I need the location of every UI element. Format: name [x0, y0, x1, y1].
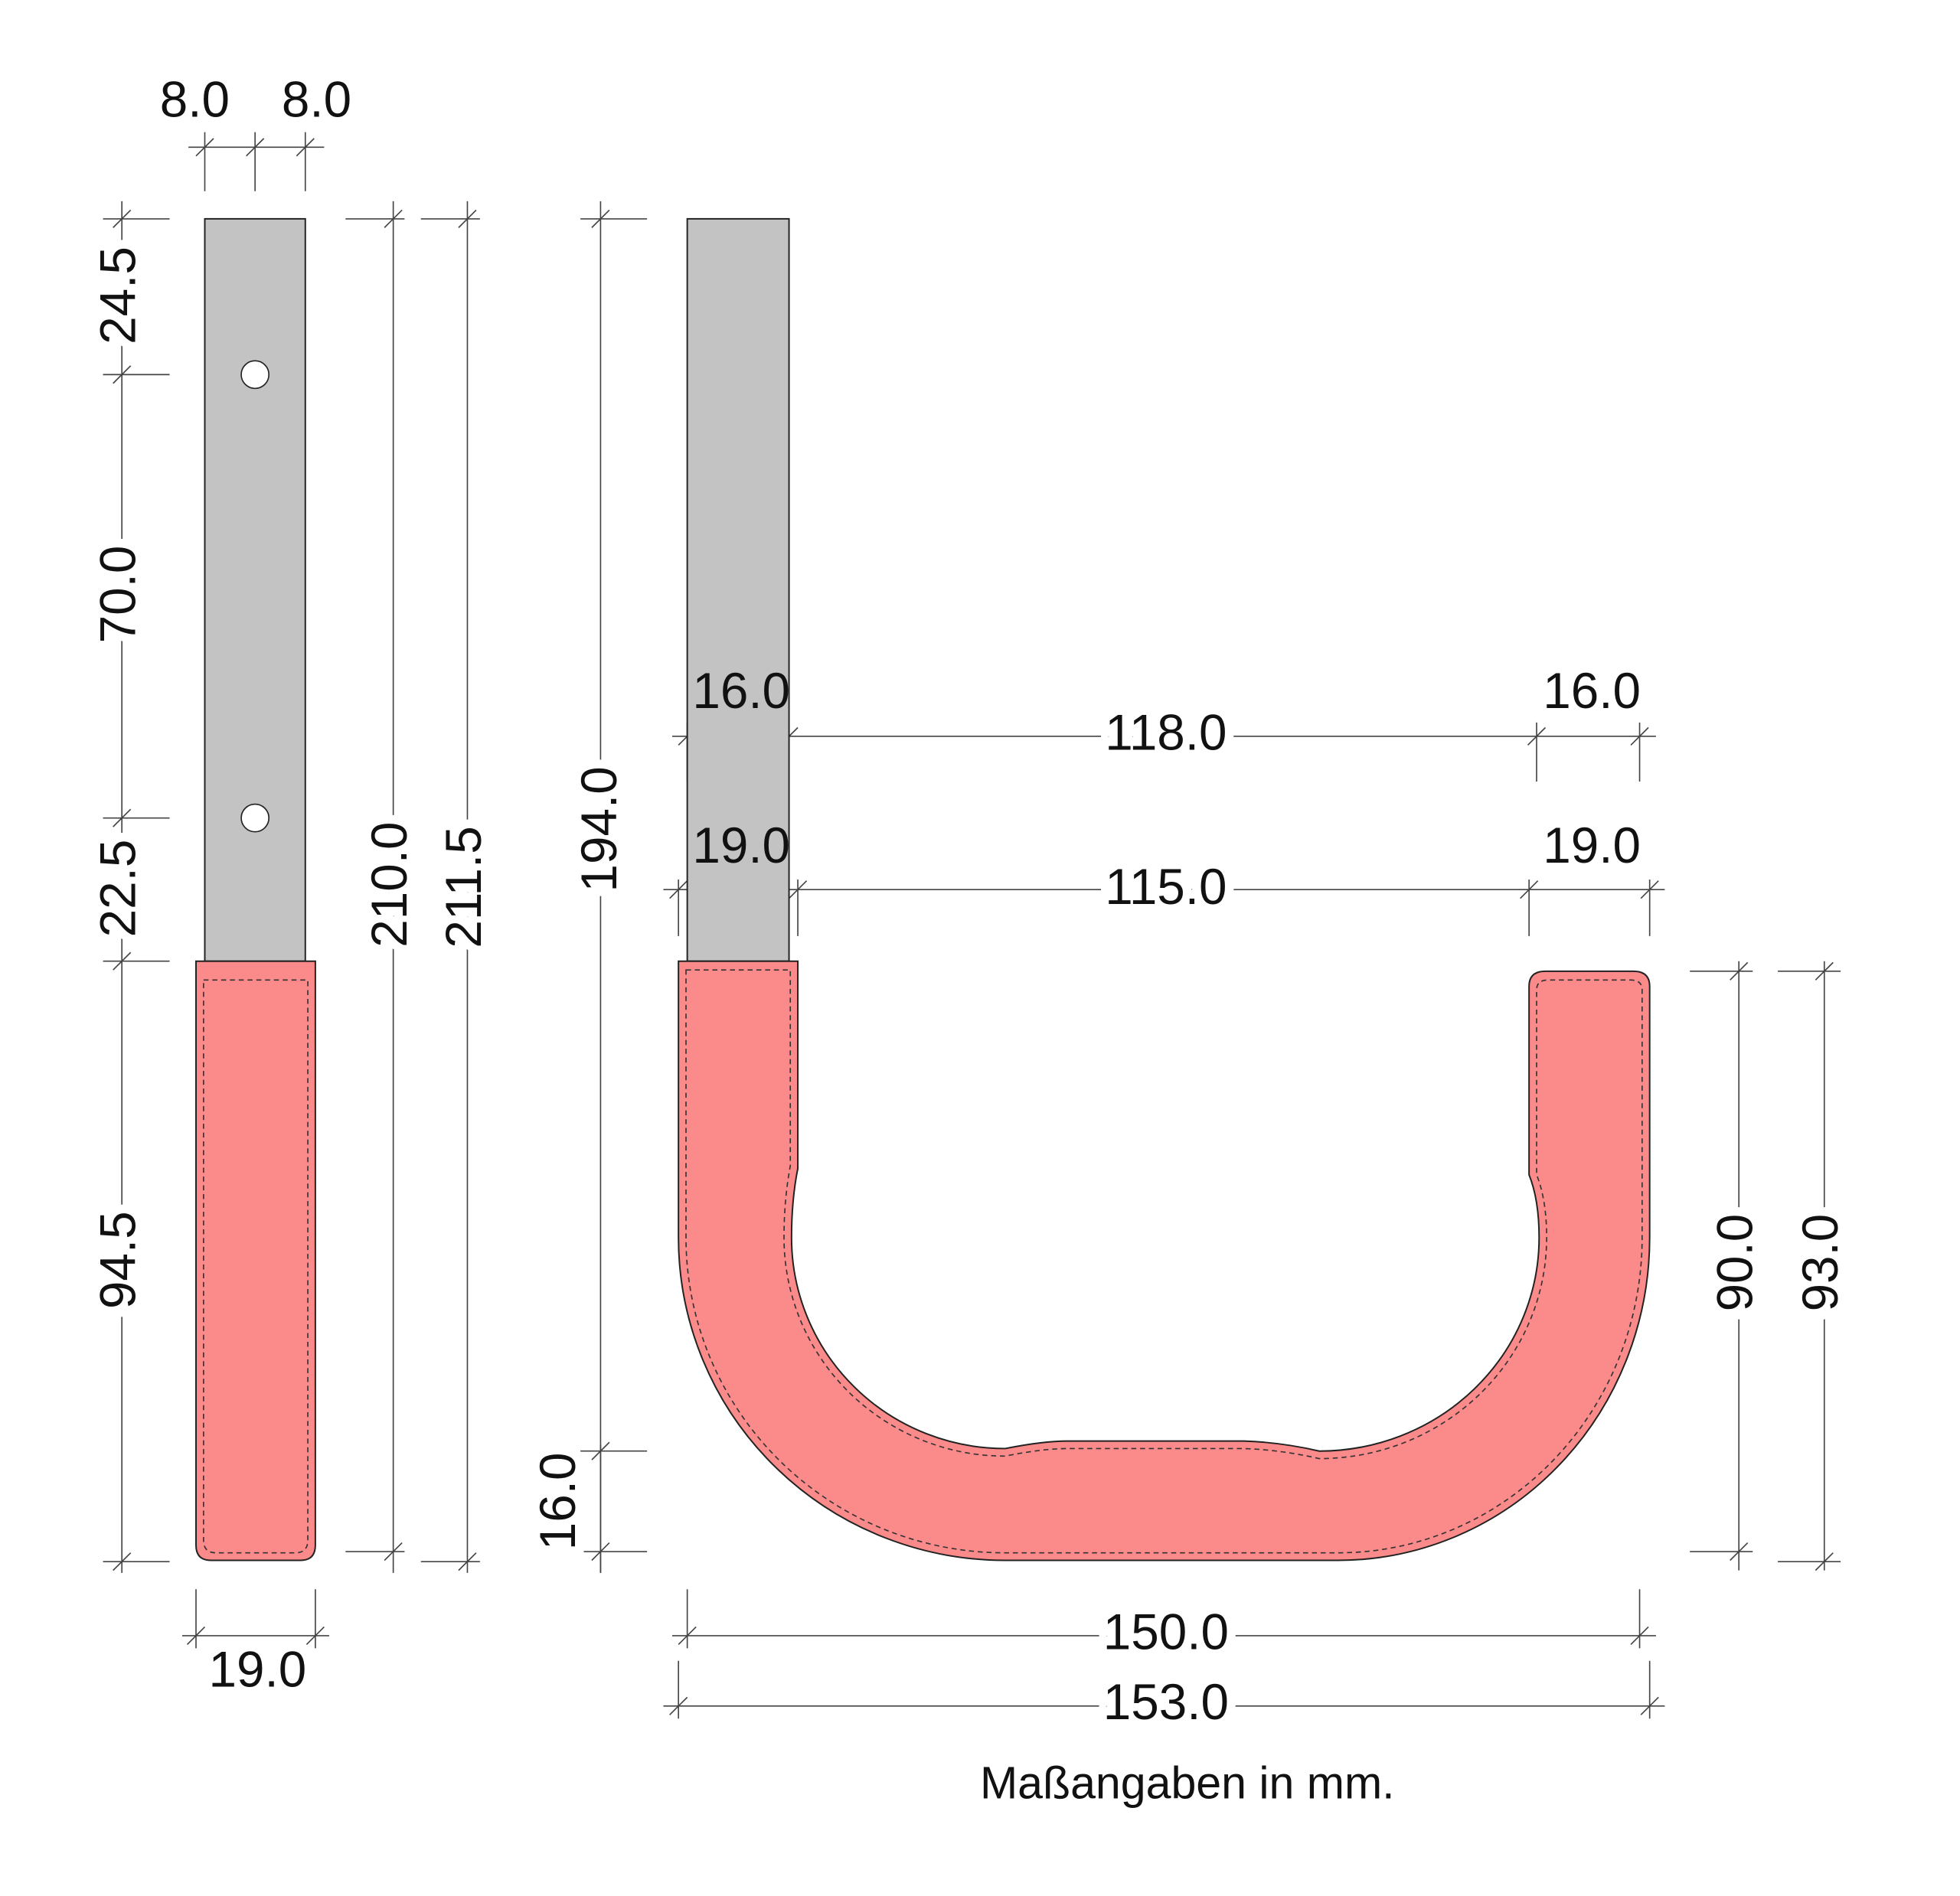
dimension-label: 90.0 — [1707, 1214, 1763, 1312]
dimension-label: 210.0 — [361, 822, 417, 948]
dimension-label: 16.0 — [692, 663, 790, 719]
dimension-label: 19.0 — [209, 1642, 307, 1698]
dimension-label: 118.0 — [1105, 704, 1227, 760]
dimension-label: 16.0 — [530, 1453, 586, 1551]
dimension-label: 19.0 — [692, 817, 790, 873]
dimension-lines — [103, 132, 1841, 1719]
grip-coating — [195, 960, 316, 1562]
dimension-label: 93.0 — [1792, 1214, 1848, 1312]
dimension-label: 19.0 — [1543, 817, 1641, 873]
dimension-label: 194.0 — [571, 766, 627, 892]
coating-seam — [203, 979, 309, 1554]
mount-plate — [204, 217, 306, 962]
dimension-label: 150.0 — [1103, 1604, 1229, 1659]
screw-hole — [240, 803, 270, 833]
dimension-label: 8.0 — [160, 71, 230, 127]
dimension-label: 115.0 — [1105, 859, 1227, 915]
dimension-label: 211.5 — [436, 826, 492, 948]
dimension-label: 94.5 — [90, 1211, 146, 1309]
dimension-label: 24.5 — [90, 246, 146, 344]
dimension-label: 70.0 — [90, 546, 146, 644]
u-hook-coating — [678, 960, 1651, 1562]
dimension-label: 16.0 — [1543, 663, 1641, 719]
unit-note: Maßangaben in mm. — [980, 1757, 1395, 1808]
screw-hole — [240, 360, 270, 390]
dimension-label: 153.0 — [1103, 1674, 1229, 1730]
dimension-label: 8.0 — [282, 71, 351, 127]
dimension-label: 22.5 — [90, 840, 146, 938]
